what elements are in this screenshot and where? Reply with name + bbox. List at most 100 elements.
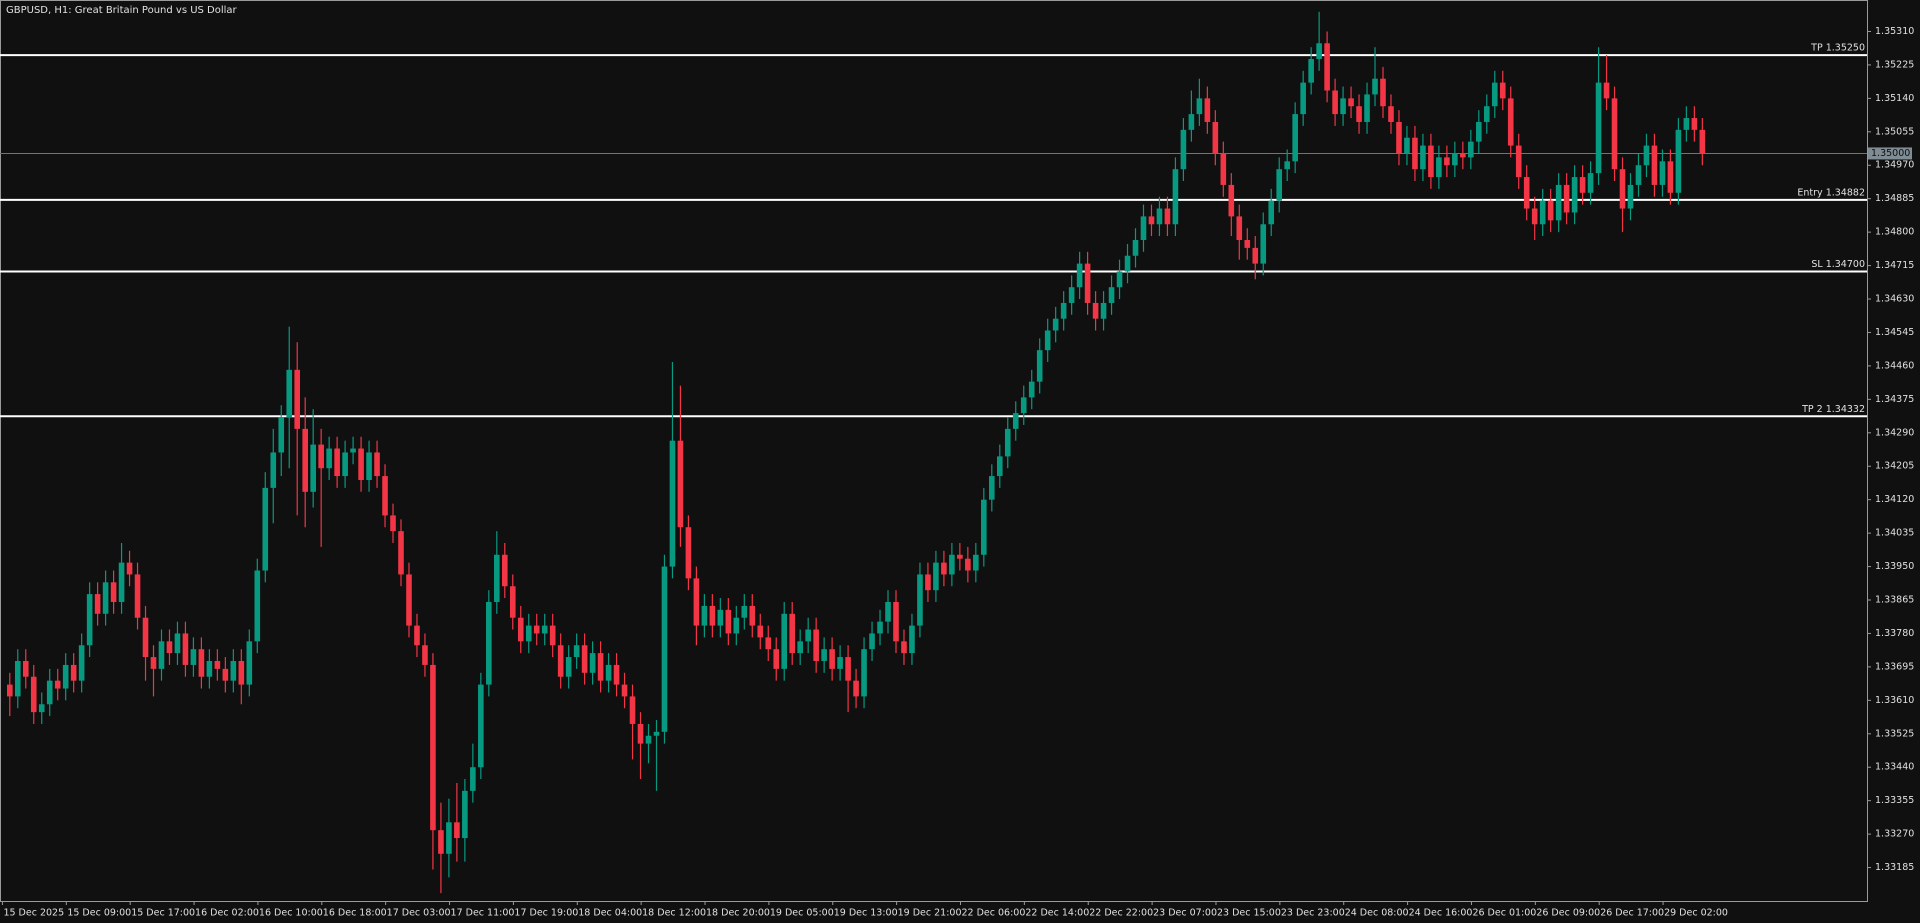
candle-body [853, 680, 859, 697]
candle-body [494, 554, 500, 602]
candle-body [142, 617, 149, 658]
candle-body [126, 562, 133, 575]
candle-body [565, 657, 572, 677]
candle-body [525, 625, 532, 642]
candle-body [1268, 200, 1275, 225]
x-tick-label: 17 Dec 19:00 [514, 908, 578, 919]
y-tick-label: 1.33185 [1875, 862, 1914, 873]
current-price-box [1868, 147, 1912, 160]
x-tick-label: 18 Dec 20:00 [706, 908, 770, 919]
x-tick-label: 15 Dec 2025 [3, 908, 64, 919]
candle-body [581, 645, 588, 673]
candle-body [70, 664, 77, 681]
x-tick-label: 17 Dec 11:00 [451, 908, 515, 919]
y-tick-label: 1.34970 [1875, 160, 1914, 171]
candle-body [414, 625, 420, 646]
candle-body [677, 440, 684, 528]
candle-body [14, 660, 21, 697]
y-tick-label: 1.33950 [1875, 561, 1914, 572]
candle-body [86, 594, 93, 646]
chart-title: GBPUSD, H1: Great Britain Pound vs US Do… [6, 5, 238, 16]
candle-body [621, 684, 628, 697]
candle-body [1188, 114, 1195, 130]
candle-body [829, 649, 835, 669]
candle-body [749, 605, 756, 626]
candle-body [1468, 141, 1474, 158]
x-tick-label: 19 Dec 05:00 [770, 908, 834, 919]
candle-body [214, 660, 221, 669]
candle-body [629, 696, 636, 724]
candle-body [1076, 263, 1083, 288]
candle-body [1396, 121, 1402, 154]
candle-body [669, 440, 676, 567]
x-tick-label: 15 Dec 17:00 [131, 908, 195, 919]
candle-body [877, 621, 883, 634]
candle-body [62, 664, 69, 689]
candle-body [366, 452, 372, 481]
candle-body [1036, 350, 1043, 382]
current-price-label: 1.35000 [1871, 148, 1910, 159]
y-tick-label: 1.34120 [1875, 494, 1914, 505]
y-tick-label: 1.34290 [1875, 427, 1914, 438]
candle-body [1284, 161, 1290, 170]
candle-body [1444, 157, 1450, 166]
x-tick-label: 16 Dec 10:00 [259, 908, 323, 919]
y-tick-label: 1.34375 [1875, 394, 1914, 405]
candle-body [1068, 287, 1075, 303]
candle-body [1324, 43, 1330, 91]
candle-body [933, 562, 939, 591]
candle-body [1460, 153, 1466, 158]
candle-body [182, 633, 189, 665]
candle-body [988, 476, 995, 500]
candle-body [1579, 177, 1586, 193]
candle-body [1340, 98, 1346, 115]
candle-body [438, 830, 444, 854]
candle-body [486, 601, 492, 685]
candle-body [1515, 145, 1522, 178]
candle-body [861, 649, 867, 697]
candle-body [1204, 98, 1211, 122]
x-tick-label: 29 Dec 02:00 [1664, 908, 1728, 919]
candle-body [925, 574, 931, 591]
candle-body [1659, 161, 1666, 185]
candle-body [1483, 106, 1490, 122]
candle-body [78, 645, 85, 681]
candle-body [1012, 413, 1019, 429]
level-label: SL 1.34700 [1811, 259, 1865, 270]
y-tick-label: 1.33865 [1875, 595, 1914, 606]
candle-body [102, 582, 109, 614]
level-label: TP 1.35250 [1810, 43, 1865, 54]
candle-body [1004, 428, 1011, 457]
y-tick-label: 1.33780 [1875, 628, 1914, 639]
candle-body [302, 428, 308, 492]
x-tick-label: 23 Dec 15:00 [1217, 908, 1281, 919]
y-tick-label: 1.34800 [1875, 227, 1914, 238]
candle-body [1523, 177, 1530, 209]
candle-body [1276, 169, 1283, 201]
candle-body [613, 664, 620, 685]
level-label: TP 2 1.34332 [1801, 404, 1865, 415]
candle-body [605, 664, 612, 681]
candle-body [909, 625, 915, 654]
candle-body [1683, 118, 1690, 130]
candle-body [517, 617, 524, 642]
candle-body [1316, 43, 1322, 60]
candle-body [118, 562, 125, 602]
candle-body [1587, 173, 1594, 193]
candle-body [1412, 137, 1418, 170]
candle-body [1643, 145, 1650, 166]
candle-body [941, 562, 947, 575]
candle-body [1476, 121, 1482, 142]
candle-body [398, 531, 404, 575]
candle-body [1380, 78, 1386, 107]
candle-body [1699, 129, 1706, 154]
candle-body [286, 369, 293, 418]
candle-body [358, 448, 364, 481]
candle-body [885, 601, 891, 622]
candle-body [1595, 82, 1602, 174]
candle-body [1651, 145, 1658, 185]
y-tick-label: 1.35055 [1875, 126, 1914, 137]
candle-body [1132, 240, 1139, 256]
